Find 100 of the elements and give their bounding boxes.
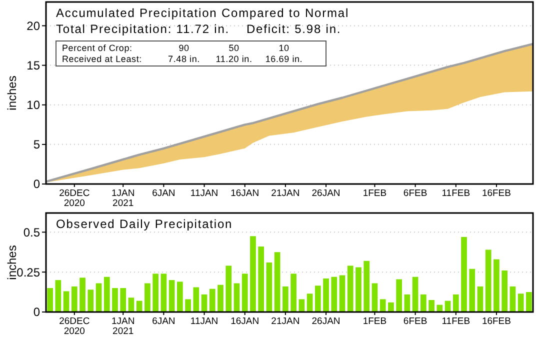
bar bbox=[290, 274, 296, 312]
bar bbox=[364, 260, 370, 312]
annotation: 16.69 in. bbox=[265, 54, 303, 64]
bar bbox=[80, 278, 86, 312]
x-tick-label: 26DEC 2020 bbox=[59, 316, 90, 337]
bar bbox=[428, 300, 434, 312]
bar bbox=[518, 294, 524, 312]
x-tick-label: 1JAN 2021 bbox=[111, 188, 135, 209]
x-tick-label: 1FEB bbox=[362, 316, 387, 327]
bar bbox=[160, 274, 167, 312]
bar bbox=[282, 286, 288, 312]
bar bbox=[339, 275, 346, 312]
x-tick-label: 6JAN bbox=[152, 188, 176, 199]
bar bbox=[372, 283, 378, 312]
bar bbox=[526, 292, 532, 312]
x-tick-label: 26JAN bbox=[312, 188, 340, 199]
bar bbox=[234, 283, 240, 312]
bar bbox=[193, 287, 200, 312]
bar bbox=[347, 266, 354, 312]
annotation: 50 bbox=[228, 43, 240, 53]
x-tick-label: 6JAN bbox=[152, 316, 176, 327]
y-tick-label: 0.5 bbox=[23, 225, 40, 240]
bar bbox=[436, 304, 443, 312]
bar bbox=[168, 280, 175, 312]
x-tick-label: 1JAN 2021 bbox=[111, 316, 135, 337]
x-tick-label: 11JAN bbox=[190, 316, 218, 327]
bar bbox=[477, 286, 484, 312]
bar bbox=[298, 299, 305, 312]
bar bbox=[47, 288, 53, 312]
bar bbox=[412, 276, 418, 312]
y-axis-title: inches bbox=[5, 76, 19, 110]
x-tick-label: 16JAN bbox=[230, 316, 260, 327]
bar bbox=[71, 286, 78, 312]
bar bbox=[510, 286, 516, 312]
bar bbox=[323, 278, 329, 312]
x-tick-label: 16FEB bbox=[482, 316, 511, 327]
annotation: 90 bbox=[178, 43, 190, 53]
bar bbox=[104, 276, 110, 312]
annotation: 10 bbox=[278, 43, 290, 53]
x-tick-label: 21JAN bbox=[271, 188, 300, 199]
bar bbox=[242, 274, 248, 312]
bar bbox=[136, 300, 142, 312]
x-tick-label: 26JAN bbox=[312, 316, 340, 327]
x-tick-label: 21JAN bbox=[271, 316, 300, 327]
bar bbox=[201, 294, 208, 312]
bar bbox=[209, 288, 216, 312]
chart-title: Accumulated Precipitation Compared to Normal bbox=[56, 6, 350, 20]
x-tick-label: 11FEB bbox=[442, 316, 470, 327]
annotation: Received at Least: bbox=[62, 54, 142, 64]
bar bbox=[177, 282, 183, 312]
x-tick-label: 1FEB bbox=[362, 188, 387, 199]
bar bbox=[274, 252, 280, 312]
x-tick-label: 11JAN bbox=[190, 188, 218, 199]
bar bbox=[112, 288, 118, 312]
bar bbox=[226, 266, 232, 312]
bar bbox=[63, 291, 70, 312]
bar bbox=[88, 290, 94, 312]
bar bbox=[356, 267, 362, 312]
bar bbox=[128, 298, 134, 312]
bar bbox=[55, 280, 62, 312]
x-tick-label: 16JAN bbox=[230, 188, 260, 199]
y-tick-label: 0 bbox=[33, 177, 40, 192]
bar bbox=[452, 294, 459, 312]
annotation: 11.20 in. bbox=[216, 54, 252, 64]
y-tick-label: 10 bbox=[26, 98, 40, 112]
text: Total Precipitation: 11.72 in. Deficit: 5.98 in. bbox=[56, 22, 342, 36]
bar bbox=[380, 299, 386, 312]
x-tick-label: 6FEB bbox=[403, 316, 428, 327]
bar bbox=[185, 299, 191, 312]
bar bbox=[314, 286, 321, 312]
y-tick-label: 15 bbox=[26, 58, 40, 73]
bar bbox=[420, 294, 426, 312]
bar bbox=[396, 279, 402, 312]
bar bbox=[485, 250, 492, 312]
bar bbox=[258, 246, 264, 312]
x-tick-label: 11FEB bbox=[442, 188, 470, 199]
y-tick-label: 0.25 bbox=[16, 265, 40, 280]
bar bbox=[404, 294, 410, 312]
bar bbox=[469, 268, 476, 312]
chart-title: Observed Daily Precipitation bbox=[56, 217, 233, 231]
bar bbox=[331, 276, 338, 312]
bar bbox=[494, 259, 500, 312]
bar bbox=[388, 302, 394, 312]
y-tick-label: 5 bbox=[33, 138, 40, 152]
bar bbox=[218, 284, 224, 312]
annotation: Percent of Crop: bbox=[62, 43, 132, 53]
bar bbox=[502, 270, 508, 312]
bar bbox=[266, 262, 272, 312]
bar bbox=[250, 236, 256, 312]
bar bbox=[120, 288, 126, 312]
bar bbox=[152, 274, 158, 312]
x-tick-label: 6FEB bbox=[403, 188, 428, 199]
x-tick-label: 16FEB bbox=[482, 188, 511, 199]
annotation: 7.48 in. bbox=[168, 54, 200, 64]
bar bbox=[306, 294, 313, 312]
x-tick-label: 26DEC 2020 bbox=[59, 188, 90, 209]
bar bbox=[461, 236, 467, 312]
y-tick-label: 0 bbox=[33, 305, 40, 320]
y-tick-label: 20 bbox=[26, 18, 40, 33]
bar bbox=[144, 283, 150, 312]
